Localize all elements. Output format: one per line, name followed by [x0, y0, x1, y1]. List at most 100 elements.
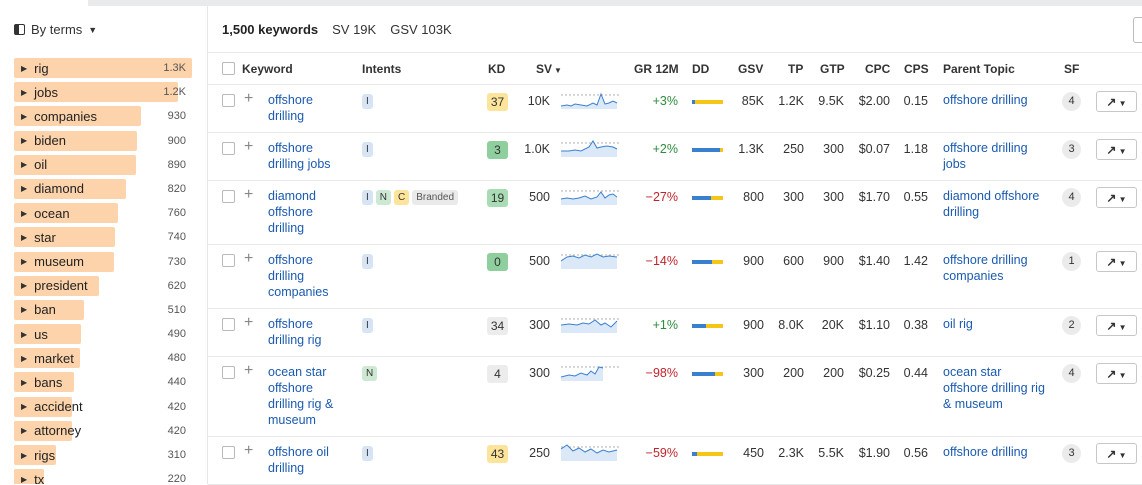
parent-topic-link[interactable]: offshore drilling companies [943, 252, 1028, 284]
term-item[interactable]: ▶ star 740 [14, 227, 194, 248]
parent-topic-line: offshore drilling [943, 93, 1028, 107]
keyword-link[interactable]: offshore drilling [268, 92, 313, 124]
keyword-link[interactable]: ocean star offshore drilling rig & museum [268, 364, 333, 428]
expand-triangle-icon[interactable]: ▶ [21, 87, 28, 97]
term-item[interactable]: ▶ museum 730 [14, 251, 194, 272]
term-item[interactable]: ▶ president 620 [14, 275, 194, 296]
expand-triangle-icon[interactable]: ▶ [21, 402, 28, 412]
col-dd[interactable]: DD [692, 62, 710, 76]
term-item[interactable]: ▶ ban 510 [14, 299, 194, 320]
sf-count-badge[interactable]: 4 [1062, 92, 1081, 111]
add-to-list-icon[interactable]: + [244, 314, 254, 331]
trend-chart-dropdown[interactable]: ↗ ▼ [1096, 91, 1137, 112]
expand-triangle-icon[interactable]: ▶ [21, 160, 28, 170]
expand-triangle-icon[interactable]: ▶ [21, 136, 28, 146]
term-item[interactable]: ▶ bans 440 [14, 372, 194, 393]
expand-triangle-icon[interactable]: ▶ [21, 377, 28, 387]
expand-triangle-icon[interactable]: ▶ [21, 184, 28, 194]
row-checkbox[interactable] [222, 446, 235, 459]
expand-triangle-icon[interactable]: ▶ [21, 353, 28, 363]
term-item[interactable]: ▶ us 490 [14, 324, 194, 345]
term-item[interactable]: ▶ market 480 [14, 348, 194, 369]
expand-triangle-icon[interactable]: ▶ [21, 426, 28, 436]
tp-value: 250 [783, 142, 804, 156]
term-item[interactable]: ▶ jobs 1.2K [14, 82, 194, 103]
term-item[interactable]: ▶ companies 930 [14, 106, 194, 127]
trend-chart-dropdown[interactable]: ↗ ▼ [1096, 187, 1137, 208]
expand-triangle-icon[interactable]: ▶ [21, 63, 28, 73]
expand-triangle-icon[interactable]: ▶ [21, 305, 28, 315]
col-kd[interactable]: KD [488, 62, 506, 76]
sf-count-badge[interactable]: 2 [1062, 316, 1081, 335]
keyword-link[interactable]: offshore drilling rig [268, 316, 322, 348]
row-checkbox[interactable] [222, 318, 235, 331]
col-intents[interactable]: Intents [362, 62, 402, 76]
growth-value: +2% [652, 142, 678, 156]
col-cps[interactable]: CPS [904, 62, 929, 76]
parent-topic-link[interactable]: diamond offshore drilling [943, 188, 1039, 220]
sf-count-badge[interactable]: 3 [1062, 444, 1081, 463]
col-keyword[interactable]: Keyword [242, 62, 293, 76]
expand-triangle-icon[interactable]: ▶ [21, 281, 28, 291]
add-to-list-icon[interactable]: + [244, 186, 254, 203]
keyword-link[interactable]: offshore drilling companies [268, 252, 328, 300]
col-gtp[interactable]: GTP [820, 62, 845, 76]
expand-triangle-icon[interactable]: ▶ [21, 208, 28, 218]
keyword-link[interactable]: offshore oil drilling [268, 444, 329, 476]
col-tp[interactable]: TP [788, 62, 804, 76]
term-item[interactable]: ▶ attorney 420 [14, 420, 194, 441]
expand-triangle-icon[interactable]: ▶ [21, 329, 28, 339]
trend-chart-dropdown[interactable]: ↗ ▼ [1096, 139, 1137, 160]
row-checkbox[interactable] [222, 142, 235, 155]
sf-count-badge[interactable]: 4 [1062, 364, 1081, 383]
parent-topic-link[interactable]: offshore drilling jobs [943, 140, 1028, 172]
trend-chart-dropdown[interactable]: ↗ ▼ [1096, 251, 1137, 272]
add-to-list-icon[interactable]: + [244, 250, 254, 267]
col-parent-topic[interactable]: Parent Topic [943, 62, 1015, 76]
add-to-list-icon[interactable]: + [244, 90, 254, 107]
term-item[interactable]: ▶ oil 890 [14, 154, 194, 175]
parent-topic-link[interactable]: offshore drilling [943, 444, 1028, 460]
trend-chart-dropdown[interactable]: ↗ ▼ [1096, 363, 1137, 384]
caret-down-icon: ▼ [1116, 195, 1127, 204]
expand-triangle-icon[interactable]: ▶ [21, 474, 28, 484]
add-to-list-icon[interactable]: + [244, 138, 254, 155]
sf-count-badge[interactable]: 3 [1062, 140, 1081, 159]
row-checkbox[interactable] [222, 94, 235, 107]
row-checkbox[interactable] [222, 366, 235, 379]
term-item[interactable]: ▶ ocean 760 [14, 203, 194, 224]
col-cpc[interactable]: CPC [865, 62, 891, 76]
col-gr[interactable]: GR 12M [634, 62, 679, 76]
settings-box[interactable] [1133, 17, 1142, 43]
col-gsv[interactable]: GSV [738, 62, 764, 76]
parent-topic-link[interactable]: oil rig [943, 316, 973, 332]
parent-topic-link[interactable]: ocean star offshore drilling rig & museum [943, 364, 1045, 412]
col-sf[interactable]: SF [1064, 62, 1080, 76]
trend-chart-dropdown[interactable]: ↗ ▼ [1096, 443, 1137, 464]
term-item[interactable]: ▶ rigs 310 [14, 445, 194, 465]
row-checkbox[interactable] [222, 190, 235, 203]
term-item[interactable]: ▶ accident 420 [14, 396, 194, 417]
by-terms-dropdown[interactable]: By terms ▼ [14, 22, 97, 37]
term-item[interactable]: ▶ biden 900 [14, 130, 194, 151]
keyword-link[interactable]: offshore drilling jobs [268, 140, 331, 172]
add-to-list-icon[interactable]: + [244, 362, 254, 379]
expand-triangle-icon[interactable]: ▶ [21, 450, 28, 460]
cpc-value: $1.70 [858, 190, 890, 204]
keyword-link[interactable]: diamond offshore drilling [268, 188, 316, 236]
expand-triangle-icon[interactable]: ▶ [21, 257, 28, 266]
parent-topic-link[interactable]: offshore drilling [943, 92, 1028, 108]
select-all-checkbox[interactable] [222, 62, 235, 75]
term-item[interactable]: ▶ rig 1.3K [14, 58, 194, 78]
sf-count-badge[interactable]: 4 [1062, 188, 1081, 207]
by-terms-label: By terms [31, 22, 83, 37]
col-sv[interactable]: SV ▼ [536, 62, 562, 76]
term-item[interactable]: ▶ diamond 820 [14, 178, 194, 199]
trend-chart-dropdown[interactable]: ↗ ▼ [1096, 315, 1137, 336]
expand-triangle-icon[interactable]: ▶ [21, 111, 28, 121]
expand-triangle-icon[interactable]: ▶ [21, 232, 28, 242]
add-to-list-icon[interactable]: + [244, 442, 254, 459]
row-checkbox[interactable] [222, 254, 235, 267]
sf-count-badge[interactable]: 1 [1062, 252, 1081, 271]
term-item[interactable]: ▶ tx 220 [14, 469, 194, 484]
